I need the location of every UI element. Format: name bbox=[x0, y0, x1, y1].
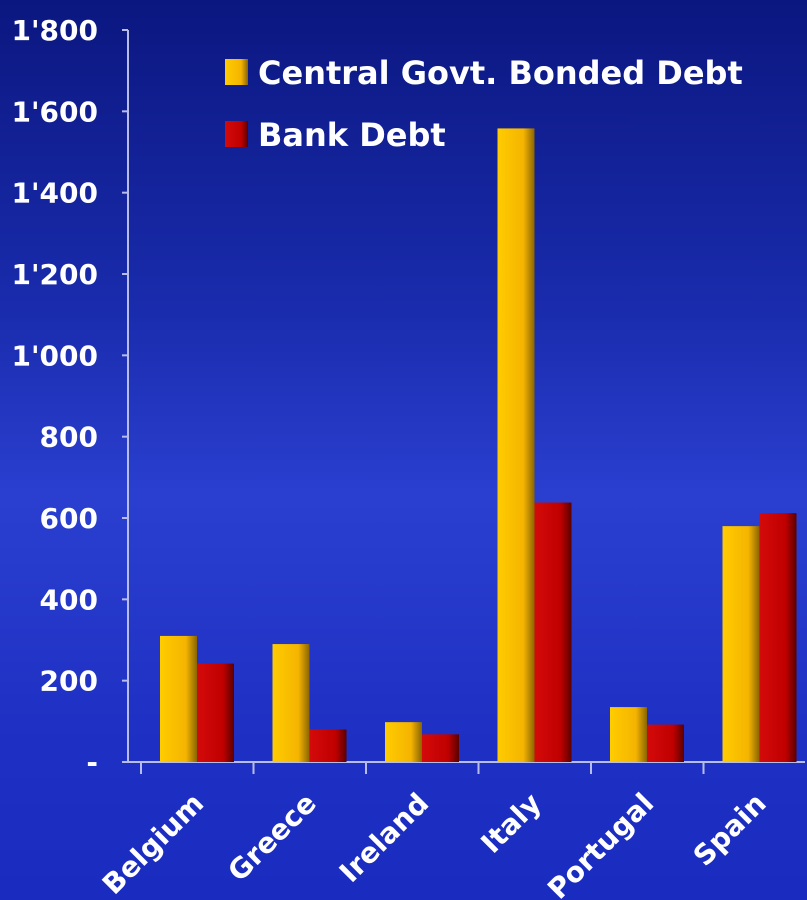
y-tick-label: 1'800 bbox=[11, 14, 98, 47]
y-tick-label: - bbox=[86, 746, 98, 779]
y-tick-label: 1'000 bbox=[11, 339, 98, 372]
x-tick-label: Italy bbox=[474, 787, 547, 860]
bar-italy-bonded-debt bbox=[497, 128, 535, 762]
y-tick-label: 400 bbox=[40, 583, 98, 616]
legend-swatch bbox=[225, 59, 248, 85]
bar-ireland-bonded-debt bbox=[385, 722, 422, 762]
bars bbox=[160, 128, 797, 762]
x-tick-label: Belgium bbox=[96, 787, 210, 900]
bar-belgium-bank-debt bbox=[197, 663, 234, 762]
x-tick-label: Spain bbox=[687, 787, 773, 873]
x-tick-label: Greece bbox=[221, 787, 322, 888]
x-tick-label: Ireland bbox=[333, 787, 435, 889]
bar-spain-bonded-debt bbox=[722, 526, 760, 762]
legend-label: Bank Debt bbox=[258, 116, 446, 154]
y-tick-label: 600 bbox=[40, 502, 98, 535]
y-tick-label: 1'200 bbox=[11, 258, 98, 291]
legend: Central Govt. Bonded Debt Bank Debt bbox=[225, 54, 743, 154]
y-tick-label: 200 bbox=[40, 665, 98, 698]
legend-label: Central Govt. Bonded Debt bbox=[258, 54, 743, 92]
bar-greece-bonded-debt bbox=[272, 644, 310, 762]
bar-belgium-bonded-debt bbox=[160, 635, 197, 762]
x-tick-label: Portugal bbox=[541, 787, 660, 900]
bar-spain-bank-debt bbox=[759, 513, 797, 762]
y-tick-label: 800 bbox=[40, 421, 98, 454]
bar-greece-bank-debt bbox=[309, 729, 347, 762]
legend-swatch bbox=[225, 121, 248, 147]
bar-italy-bank-debt bbox=[534, 502, 572, 762]
y-tick-label: 1'600 bbox=[11, 95, 98, 128]
y-tick-label: 1'400 bbox=[11, 177, 98, 210]
bar-portugal-bonded-debt bbox=[610, 707, 647, 762]
bar-portugal-bank-debt bbox=[647, 724, 684, 762]
bar-ireland-bank-debt bbox=[422, 734, 459, 762]
